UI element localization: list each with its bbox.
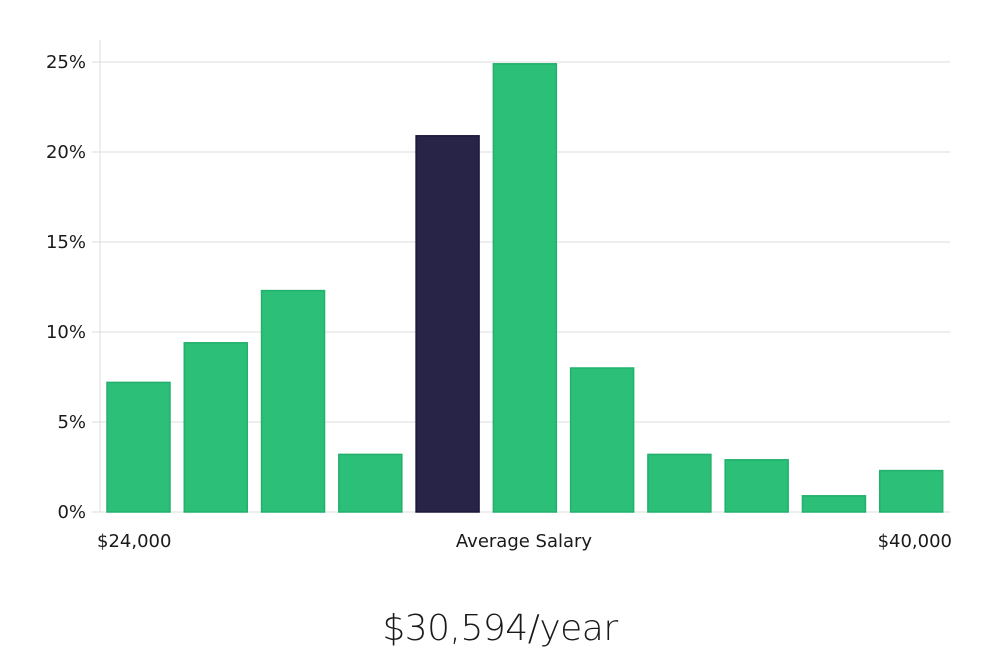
bar-7 [647, 453, 712, 513]
y-tick-label-25: 25% [46, 52, 86, 73]
y-tick-label-15: 15% [46, 232, 86, 253]
x-label-right: $40,000 [878, 531, 952, 552]
bar-highlighted [415, 135, 480, 513]
x-axis-labels: $24,000 Average Salary $40,000 [97, 531, 952, 552]
bar-0 [106, 381, 171, 513]
average-salary-value: $30,594/year [382, 608, 618, 649]
y-axis-ticks: 0% 5% 10% 15% 20% 25% [46, 52, 86, 523]
y-tick-label-10: 10% [46, 322, 86, 343]
salary-histogram: 0% 5% 10% 15% 20% 25% $24,000 Average Salary … [46, 40, 952, 552]
bar-3 [338, 453, 403, 513]
y-tick-label-0: 0% [57, 502, 86, 523]
bar-9 [801, 495, 867, 513]
bar-6 [569, 367, 635, 513]
y-tick-label-20: 20% [46, 142, 86, 163]
bars [106, 63, 944, 513]
bar-5 [492, 63, 558, 513]
bar-10 [878, 469, 944, 513]
x-label-center: Average Salary [456, 531, 593, 552]
x-label-left: $24,000 [97, 531, 171, 552]
y-tick-label-5: 5% [57, 412, 86, 433]
bar-1 [183, 342, 248, 513]
bar-8 [724, 459, 789, 513]
bar-2 [260, 289, 326, 513]
